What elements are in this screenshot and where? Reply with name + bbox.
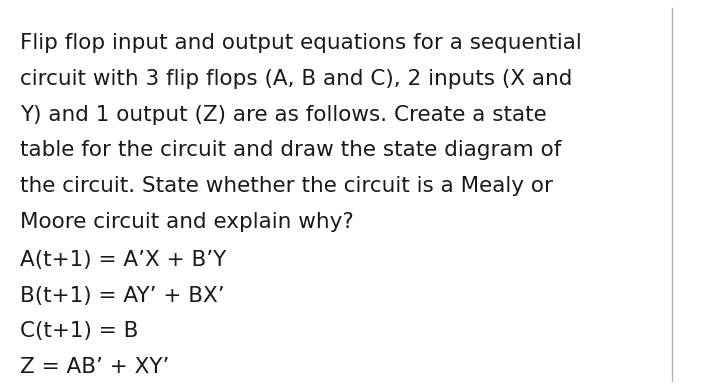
Text: Z = AB’ + XY’: Z = AB’ + XY’ — [20, 357, 170, 377]
Text: B(t+1) = AY’ + BX’: B(t+1) = AY’ + BX’ — [20, 286, 225, 305]
Text: Flip flop input and output equations for a sequential: Flip flop input and output equations for… — [20, 33, 582, 53]
Text: Y) and 1 output (Z) are as follows. Create a state: Y) and 1 output (Z) are as follows. Crea… — [20, 105, 547, 124]
Text: circuit with 3 flip flops (A, B and C), 2 inputs (X and: circuit with 3 flip flops (A, B and C), … — [20, 69, 572, 89]
Text: A(t+1) = A’X + B’Y: A(t+1) = A’X + B’Y — [20, 250, 226, 270]
Text: Moore circuit and explain why?: Moore circuit and explain why? — [20, 212, 354, 232]
Text: the circuit. State whether the circuit is a Mealy or: the circuit. State whether the circuit i… — [20, 176, 553, 196]
Text: C(t+1) = B: C(t+1) = B — [20, 321, 139, 341]
Text: table for the circuit and draw the state diagram of: table for the circuit and draw the state… — [20, 140, 562, 160]
